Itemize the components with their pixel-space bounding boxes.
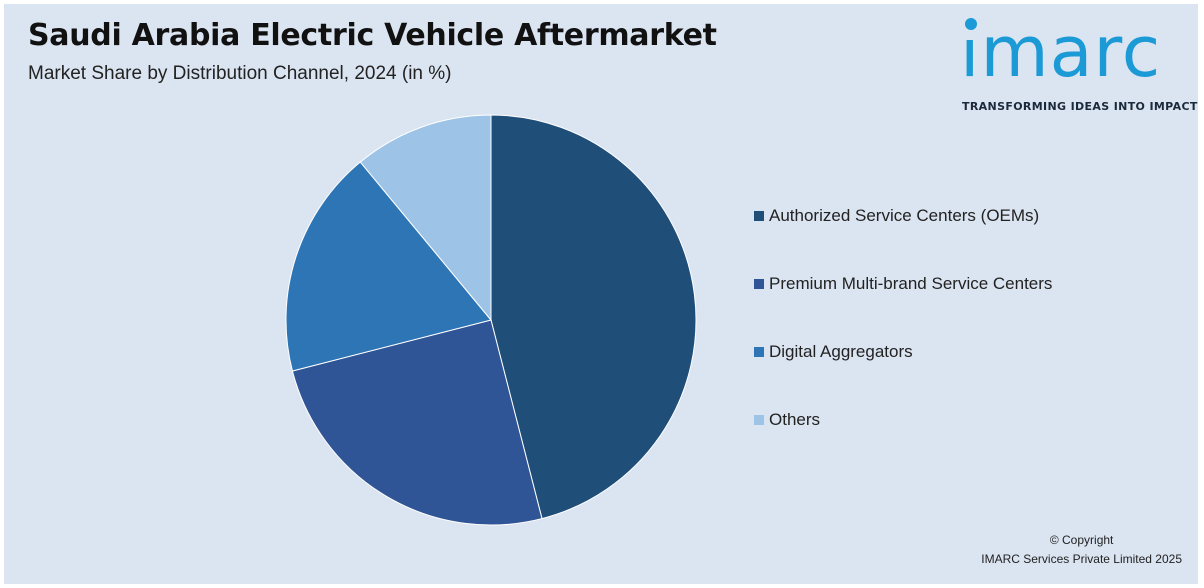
legend-item-1: Authorized Service Centers (OEMs) bbox=[754, 206, 1039, 226]
chart-title: Saudi Arabia Electric Vehicle Aftermarke… bbox=[28, 18, 717, 53]
logo-dot bbox=[965, 18, 977, 30]
logo-wordmark: imarc bbox=[960, 11, 1162, 93]
legend-label: Premium Multi-brand Service Centers bbox=[769, 274, 1053, 293]
legend-item-2: Premium Multi-brand Service Centers bbox=[754, 274, 1052, 294]
pie-slice-1 bbox=[490, 114, 697, 520]
logo-dot-mask bbox=[961, 26, 983, 40]
copyright-line-1: © Copyright bbox=[1049, 533, 1114, 547]
logo-tagline: TRANSFORMING IDEAS INTO IMPACT bbox=[962, 100, 1198, 113]
copyright-notice: © Copyright IMARC Services Private Limit… bbox=[981, 531, 1182, 569]
chart-subtitle: Market Share by Distribution Channel, 20… bbox=[28, 63, 452, 84]
legend-item-4: Others bbox=[754, 410, 820, 430]
legend-swatch bbox=[754, 279, 764, 289]
legend-item-3: Digital Aggregators bbox=[754, 342, 913, 362]
legend-label: Others bbox=[769, 410, 821, 429]
pie-slice-2 bbox=[291, 319, 543, 526]
copyright-line-2: IMARC Services Private Limited 2025 bbox=[981, 552, 1182, 566]
legend-swatch bbox=[754, 347, 764, 357]
legend-swatch bbox=[754, 211, 764, 221]
imarc-logo: imarc TRANSFORMING IDEAS INTO IMPACT bbox=[958, 11, 1197, 118]
pie-slice-4 bbox=[359, 114, 492, 322]
legend-swatch bbox=[754, 415, 764, 425]
legend-label: Authorized Service Centers (OEMs) bbox=[769, 206, 1040, 225]
legend-label: Digital Aggregators bbox=[769, 342, 913, 361]
pie-slice-3 bbox=[285, 161, 492, 372]
